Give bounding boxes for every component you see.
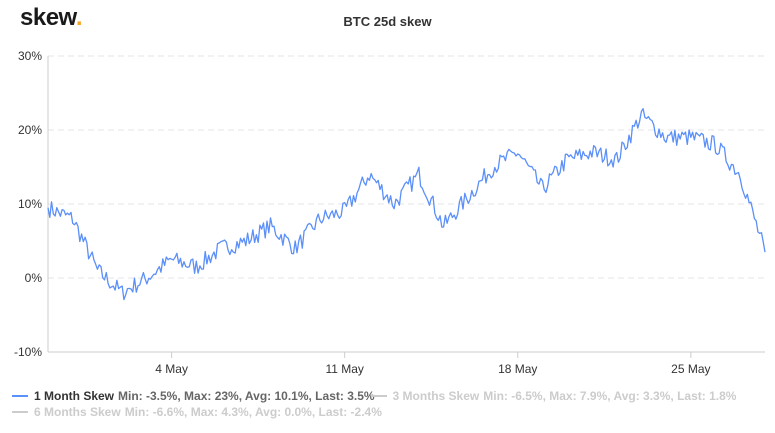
- legend-line-icon: [12, 411, 28, 413]
- skew-logo: skew.: [20, 4, 83, 31]
- y-tick-label: 10%: [18, 197, 42, 211]
- legend-line-icon: [370, 395, 387, 397]
- legend-series-name: 6 Months Skew: [34, 405, 121, 419]
- y-tick-label: 20%: [18, 123, 42, 137]
- legend-series-name: 1 Month Skew: [34, 389, 115, 403]
- x-tick-label: 4 May: [155, 362, 188, 376]
- chart-title: BTC 25d skew: [343, 14, 432, 29]
- legend-series-stats: Min: -6.6%, Max: 4.3%, Avg: 0.0%, Last: …: [124, 405, 382, 419]
- y-tick-label: -10%: [14, 345, 42, 359]
- x-tick-label: 18 May: [498, 362, 537, 376]
- legend-row-2: 6 Months Skew Min: -6.6%, Max: 4.3%, Avg…: [12, 405, 382, 419]
- y-tick-label: 0%: [25, 271, 43, 285]
- y-axis: 30% 20% 10% 0% -10%: [14, 49, 49, 359]
- x-tick-label: 11 May: [325, 362, 363, 376]
- legend-line-icon: [12, 395, 28, 397]
- legend-series-stats: Min: -3.5%, Max: 23%, Avg: 10.1%, Last: …: [118, 389, 375, 403]
- legend-item-6-months[interactable]: 6 Months Skew Min: -6.6%, Max: 4.3%, Avg…: [12, 405, 382, 419]
- legend-series-stats: Min: -6.5%, Max: 7.9%, Avg: 3.3%, Last: …: [483, 389, 737, 403]
- x-tick-label: 25 May: [671, 362, 710, 376]
- grid-lines: [48, 55, 765, 279]
- series-layer: [47, 108, 766, 301]
- legend-row-1: 1 Month Skew Min: -3.5%, Max: 23%, Avg: …: [12, 389, 736, 403]
- x-axis: 4 May 11 May 18 May 25 May: [48, 351, 765, 376]
- y-tick-label: 30%: [18, 49, 42, 63]
- legend-item-1-month[interactable]: 1 Month Skew Min: -3.5%, Max: 23%, Avg: …: [12, 389, 375, 403]
- series-line-1-month-skew: [47, 108, 766, 301]
- legend-item-3-months[interactable]: 3 Months Skew Min: -6.5%, Max: 7.9%, Avg…: [370, 389, 737, 403]
- legend-series-name: 3 Months Skew: [392, 389, 480, 403]
